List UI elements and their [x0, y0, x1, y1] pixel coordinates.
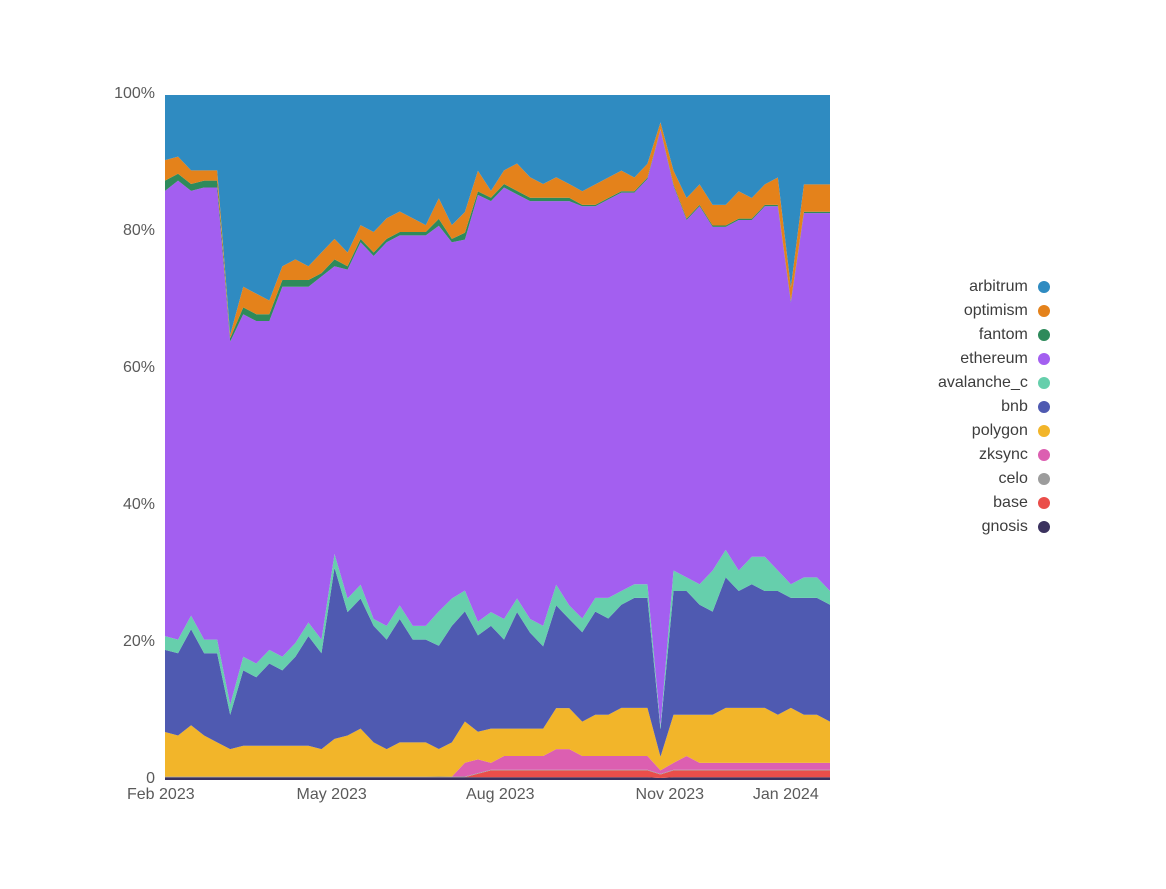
x-tick-label: Feb 2023: [127, 786, 195, 804]
legend-item-ethereum[interactable]: ethereum: [938, 350, 1050, 368]
area-gnosis[interactable]: [165, 777, 830, 780]
legend-swatch-icon: [1038, 521, 1050, 533]
legend-label: avalanche_c: [938, 374, 1028, 392]
legend-label: arbitrum: [969, 278, 1028, 296]
y-tick-label: 60%: [123, 359, 155, 377]
legend-swatch-icon: [1038, 449, 1050, 461]
legend-swatch-icon: [1038, 377, 1050, 389]
x-tick-label: Jan 2024: [753, 786, 819, 804]
x-tick-label: Nov 2023: [636, 786, 705, 804]
legend-swatch-icon: [1038, 281, 1050, 293]
y-tick-label: 100%: [114, 85, 155, 103]
y-tick-label: 20%: [123, 633, 155, 651]
legend-swatch-icon: [1038, 305, 1050, 317]
legend-item-avalanche_c[interactable]: avalanche_c: [938, 374, 1050, 392]
legend-item-arbitrum[interactable]: arbitrum: [938, 278, 1050, 296]
legend-item-celo[interactable]: celo: [938, 470, 1050, 488]
legend-swatch-icon: [1038, 401, 1050, 413]
legend-swatch-icon: [1038, 425, 1050, 437]
legend-item-base[interactable]: base: [938, 494, 1050, 512]
legend-label: ethereum: [960, 350, 1028, 368]
legend-item-fantom[interactable]: fantom: [938, 326, 1050, 344]
legend-label: gnosis: [982, 518, 1028, 536]
legend-item-zksync[interactable]: zksync: [938, 446, 1050, 464]
legend: arbitrum optimism fantom ethereum avalanche_…: [938, 278, 1050, 536]
y-tick-label: 40%: [123, 496, 155, 514]
legend-label: base: [993, 494, 1028, 512]
stacked-area-chart: [165, 95, 830, 780]
x-tick-label: May 2023: [297, 786, 367, 804]
legend-item-gnosis[interactable]: gnosis: [938, 518, 1050, 536]
x-tick-label: Aug 2023: [466, 786, 535, 804]
chart-canvas: 020%40%60%80%100% Feb 2023May 2023Aug 20…: [0, 0, 1166, 889]
y-tick-label: 80%: [123, 222, 155, 240]
legend-label: zksync: [979, 446, 1028, 464]
legend-item-bnb[interactable]: bnb: [938, 398, 1050, 416]
legend-label: fantom: [979, 326, 1028, 344]
legend-label: celo: [998, 470, 1027, 488]
legend-item-optimism[interactable]: optimism: [938, 302, 1050, 320]
legend-item-polygon[interactable]: polygon: [938, 422, 1050, 440]
legend-label: bnb: [1001, 398, 1028, 416]
legend-swatch-icon: [1038, 353, 1050, 365]
legend-swatch-icon: [1038, 329, 1050, 341]
legend-label: optimism: [964, 302, 1028, 320]
legend-swatch-icon: [1038, 473, 1050, 485]
legend-swatch-icon: [1038, 497, 1050, 509]
legend-label: polygon: [972, 422, 1028, 440]
